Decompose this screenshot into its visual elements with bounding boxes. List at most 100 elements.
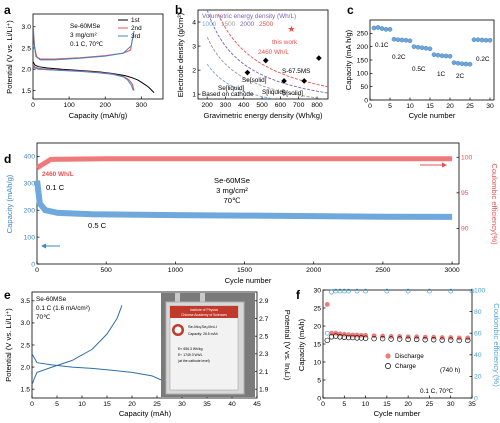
charge-point (396, 336, 403, 342)
x-tick-label: 20 (128, 401, 136, 408)
x-tick-label: 1000 (168, 267, 183, 274)
cycle-point (419, 45, 425, 51)
x-tick-label: 25 (426, 401, 434, 408)
charge-point (388, 336, 394, 342)
panel-d-rate1: 0.1 C (46, 183, 65, 192)
discharge-point (363, 332, 368, 338)
cycle-point (467, 61, 473, 67)
ce-band (35, 156, 453, 171)
this-work-star: ★ (287, 24, 295, 34)
y-tick-label: 300 (24, 181, 36, 188)
cycle-point (447, 53, 453, 59)
x-tick-label: 200 (100, 102, 112, 109)
label-line-3: Capacity: 26.5 mAh (188, 332, 218, 336)
annot-s675: S-67.5MS (282, 68, 310, 75)
panel-f-letter: f (296, 288, 301, 302)
panel-a-sample: Se-60MSe (70, 23, 101, 30)
tab-right (200, 293, 205, 303)
y-tick-label: 2.5 (21, 342, 31, 349)
cycle-point (483, 37, 489, 43)
cycle-point (391, 36, 397, 42)
cycle-point (451, 60, 457, 65)
x-tick-label: 20 (404, 401, 412, 408)
charge-point (324, 337, 330, 344)
y-tick-label: 1.5 (21, 386, 31, 393)
panel-b-letter: b (175, 3, 182, 17)
x-tick-label: 3000 (445, 267, 460, 274)
x-tick-label: 0 (35, 267, 39, 274)
panel-b: b Volumetric energy density (Wh/L) 1000 … (175, 3, 329, 120)
x-tick-label: 30 (486, 103, 494, 110)
annot-se-liquid: Se[liquid] (218, 85, 245, 92)
y-tick-label: 100 (24, 234, 36, 241)
panel-d-letter: d (4, 152, 11, 166)
discharge-point (337, 331, 343, 337)
x-tick-label: 800 (311, 102, 323, 109)
y2-tick-label: 0 (474, 395, 478, 402)
x-tick-label: 400 (238, 102, 250, 109)
x-tick-label: 35 (468, 401, 476, 408)
point-Se[solid] (262, 57, 269, 64)
panel-a-frame (32, 13, 164, 100)
x-tick-label: 500 (256, 102, 268, 109)
x-tick-label: 10 (406, 103, 414, 110)
x-tick-label: 0 (31, 102, 35, 109)
ce-point (405, 288, 411, 294)
contour-label-2500: 2500 (259, 21, 274, 28)
y-tick-label: 50 (360, 84, 368, 91)
cycle-point (471, 37, 477, 43)
panel-a-ylabel: Potential (V vs. Li/Li⁺) (5, 20, 14, 94)
rate-0.2c: 0.2C (392, 54, 406, 61)
cycle-point (439, 53, 445, 59)
y-tick-label: 2.0 (22, 67, 32, 74)
arrow-right-head (442, 162, 447, 168)
cycle-point (415, 44, 421, 50)
ce-point (346, 288, 351, 294)
x-tick-label: 5 (388, 103, 392, 110)
y-tick-label: 0 (31, 261, 35, 268)
panel-e-cond1: 0.1 C (1.6 mA/cm²) (36, 305, 90, 312)
annot-s-liquid: S[liquid] (262, 89, 285, 96)
cycle-point (399, 37, 405, 43)
annot-based-on: Based on cathode (202, 91, 254, 98)
contour-label-1000: 1000 (202, 21, 217, 28)
contour-2500 (217, 13, 329, 88)
arrow-left-head (41, 243, 46, 249)
y2-tick-label: 2.9 (259, 298, 269, 305)
y-tick-label: 15 (313, 341, 321, 348)
x-tick-label: 40 (228, 401, 236, 408)
cycle-point (375, 25, 381, 30)
y-tick-label: 250 (357, 31, 369, 38)
x-tick-label: 15 (383, 401, 391, 408)
annot-2460: 2460 Wh/L (258, 49, 289, 56)
x-tick-label: 5 (342, 401, 346, 408)
tab-left (175, 293, 180, 303)
charge-point (358, 335, 365, 341)
ce-point (427, 288, 432, 294)
charge-point (345, 334, 352, 341)
y2-tick-label: 20 (474, 374, 482, 381)
rate-0.5c: 0.5C (412, 66, 426, 73)
y-tick-label: 0 (364, 97, 368, 104)
point-Se[liquid] (244, 69, 251, 76)
point-S[solid] (301, 78, 308, 84)
x-tick-label: 0 (30, 401, 34, 408)
ce-point (448, 288, 454, 294)
annot-se-solid: Se[solid] (242, 77, 267, 84)
y2-tick-label: 100 (474, 287, 486, 294)
panel-c-ylabel: Capacity (mA h/g) (344, 29, 353, 90)
y-tick-label: 150 (357, 57, 369, 64)
panel-d-temp: 70℃ (224, 196, 241, 205)
x-tick-label: 35 (203, 401, 211, 408)
panel-f-frame (322, 289, 473, 399)
y-tick-label: 25 (313, 305, 321, 312)
label-line-0: Institute of Physics (190, 308, 219, 312)
panel-e-cond2: 70℃ (36, 314, 50, 321)
charge-point (422, 336, 428, 343)
pouch-cell-photo: Institute of Physics Chinese Academy of … (161, 293, 255, 397)
panel-b-title: Volumetric energy density (Wh/L) (202, 13, 296, 20)
legend-charge-marker (385, 363, 391, 369)
charge-curve-3 (32, 26, 135, 61)
x-tick-label: 20 (446, 103, 454, 110)
label-header (170, 306, 238, 318)
